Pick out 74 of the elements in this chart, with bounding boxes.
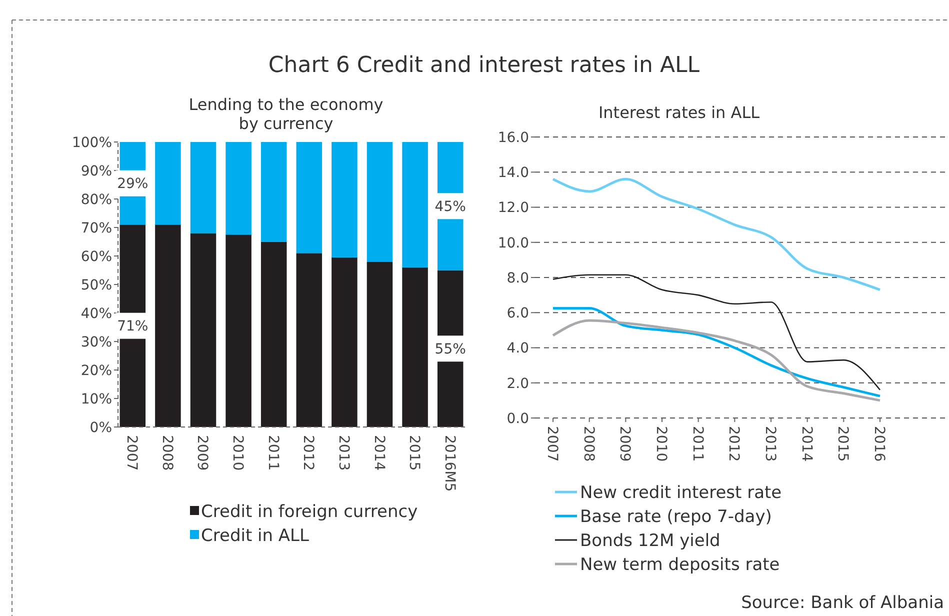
y-tick-label: 16.0 [498, 130, 529, 146]
y-tick-label: 80% [80, 192, 112, 208]
y-tick-label: 90% [80, 163, 112, 180]
y-tick-label: 10% [80, 391, 112, 408]
y-tick-label: 0.0 [506, 410, 529, 427]
bar [296, 142, 322, 254]
y-tick-label: 70% [80, 220, 112, 236]
y-tick-label: 8.0 [506, 270, 529, 286]
y-tick-label: 0% [90, 420, 112, 436]
x-tick-label: 2016M5 [441, 435, 458, 492]
chart-title: Chart 6 Credit and interest rates in ALL [268, 53, 700, 78]
y-tick-label: 40% [80, 306, 112, 322]
bar [366, 262, 393, 427]
x-tick-label: 2014 [798, 426, 814, 462]
line-series [552, 319, 882, 402]
data-label: 29% [117, 176, 148, 192]
y-tick-label: 4.0 [506, 340, 529, 357]
data-label: 71% [117, 318, 148, 335]
legend-label: New credit interest rate [580, 482, 782, 503]
y-tick-label: 30% [80, 334, 112, 350]
bar [402, 142, 428, 268]
y-tick-label: 50% [80, 277, 112, 294]
x-tick-label: 2009 [616, 426, 633, 462]
x-tick-label: 2010 [230, 435, 246, 471]
line-series [552, 306, 882, 398]
x-tick-label: 2007 [124, 435, 140, 471]
bar [155, 142, 181, 225]
bar [190, 233, 216, 427]
x-tick-label: 2012 [300, 435, 316, 471]
line-series [552, 178, 882, 292]
x-tick-label: 2008 [580, 426, 596, 462]
x-tick-label: 2012 [726, 426, 742, 462]
y-tick-label: 60% [80, 248, 112, 265]
x-tick-label: 2013 [335, 435, 352, 471]
bar [190, 142, 216, 234]
legend-label: Bonds 12M yield [580, 530, 720, 551]
legend-label: Base rate (repo 7-day) [580, 506, 772, 527]
x-tick-label: 2007 [544, 426, 560, 462]
x-tick-label: 2008 [158, 435, 175, 471]
x-tick-label: 2014 [370, 435, 387, 471]
y-tick-label: 20% [80, 362, 112, 379]
line-series [552, 274, 881, 391]
legend-label: New term deposits rate [580, 554, 780, 575]
x-tick-label: 2015 [406, 435, 422, 471]
x-tick-label: 2011 [264, 435, 281, 471]
x-tick-label: 2011 [689, 426, 706, 462]
x-tick-label: 2009 [194, 435, 210, 471]
legend-label: Credit in ALL [201, 526, 310, 546]
bar [226, 234, 252, 427]
y-tick-label: 14.0 [498, 165, 529, 182]
chart-subtitle: Lending to the economy by currency [188, 95, 384, 133]
y-tick-label: 10.0 [498, 235, 529, 252]
bar [332, 142, 358, 258]
x-tick-label: 2016 [871, 426, 887, 462]
source-note: Source: Bank of Albania [741, 593, 944, 613]
bar [260, 242, 287, 427]
y-tick-label: 100% [72, 134, 112, 151]
bar [296, 253, 322, 427]
bar [260, 142, 287, 242]
bar [366, 142, 393, 262]
x-tick-label: 2015 [834, 426, 851, 462]
y-tick-label: 6.0 [506, 306, 529, 322]
y-tick-label: 2.0 [506, 376, 529, 392]
data-label: 45% [434, 199, 466, 216]
bar [226, 142, 252, 235]
bar [402, 267, 428, 427]
chart-title: Interest rates in ALL [598, 103, 760, 122]
y-tick-label: 12.0 [498, 200, 529, 216]
data-label: 55% [434, 342, 466, 358]
x-tick-label: 2010 [653, 426, 669, 462]
legend-label: Credit in foreign currency [201, 502, 418, 522]
bar [155, 224, 181, 427]
bar [332, 257, 358, 427]
x-tick-label: 2013 [762, 426, 778, 462]
